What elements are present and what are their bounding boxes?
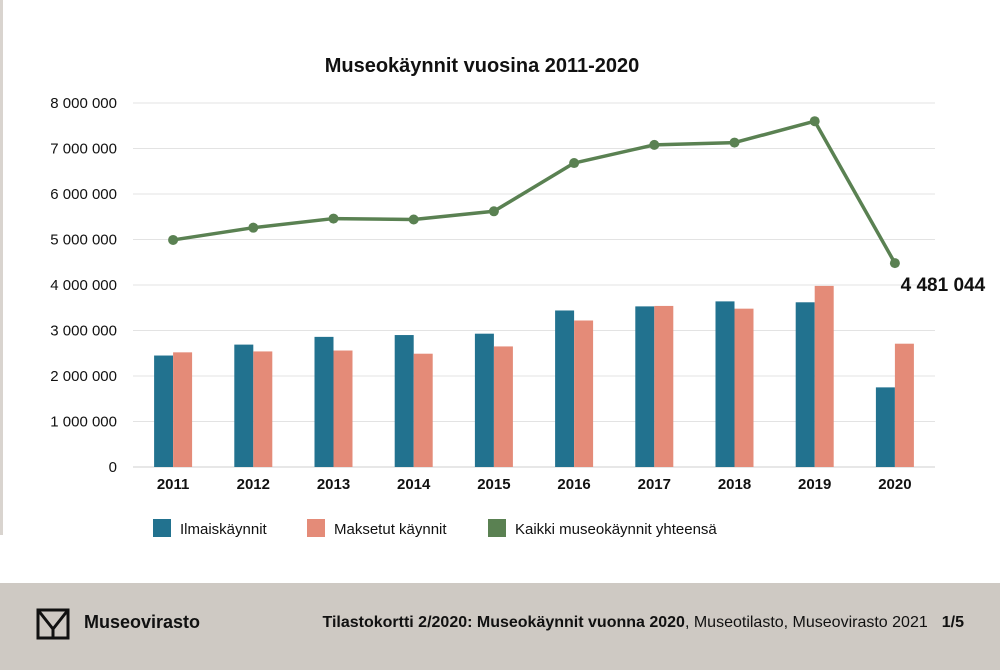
bar — [875, 387, 895, 467]
annotations: 4 481 044 — [901, 275, 986, 296]
bar — [493, 346, 513, 467]
total-line-series — [168, 116, 900, 269]
bar — [715, 301, 735, 467]
x-tick-label: 2011 — [157, 476, 190, 493]
line-point — [408, 214, 419, 225]
y-tick-label: 8 000 000 — [50, 95, 117, 112]
total-line — [172, 119, 897, 264]
y-tick-label: 3 000 000 — [50, 323, 117, 340]
source-citation: Tilastokortti 2/2020: Museokäynnit vuonn… — [322, 614, 964, 632]
x-tick-label: 2015 — [477, 476, 510, 493]
x-tick-label: 2013 — [317, 476, 350, 493]
bar — [814, 285, 834, 467]
y-tick-label: 0 — [109, 459, 117, 476]
footer: Museovirasto Tilastokortti 2/2020: Museo… — [0, 583, 1000, 670]
legend-label: Kaikki museokäynnit yhteensä — [515, 521, 717, 538]
bar — [314, 336, 334, 467]
x-axis-ticks: 2011 2012 2013 2014 2015 2016 2017 2018 2019 2020 — [157, 476, 912, 493]
museovirasto-logo-icon — [36, 608, 70, 640]
x-tick-label: 2012 — [237, 476, 270, 493]
x-tick-label: 2019 — [798, 476, 831, 493]
y-axis-ticks: 0 1 000 000 2 000 000 3 000 000 4 000 000 5 0… — [50, 95, 117, 476]
x-tick-label: 2020 — [878, 476, 911, 493]
bar — [734, 308, 754, 467]
x-tick-label: 2018 — [718, 476, 751, 493]
line-point — [649, 139, 660, 150]
x-tick-label: 2016 — [557, 476, 590, 493]
legend-swatch — [153, 519, 171, 537]
bar — [394, 335, 414, 467]
legend: Ilmaiskäynnit Maksetut käynnit Kaikki muse… — [153, 519, 717, 538]
y-tick-label: 6 000 000 — [50, 186, 117, 203]
y-tick-label: 7 000 000 — [50, 141, 117, 158]
bar — [635, 306, 655, 467]
legend-label: Maksetut käynnit — [334, 521, 447, 538]
line-point — [569, 158, 580, 169]
line-point — [168, 234, 179, 245]
legend-label: Ilmaiskäynnit — [180, 521, 268, 538]
bar — [574, 320, 594, 467]
legend-swatch — [307, 519, 325, 537]
line-point — [488, 206, 499, 217]
y-tick-label: 2 000 000 — [50, 368, 117, 385]
source-title: Tilastokortti 2/2020: Museokäynnit vuonn… — [322, 614, 685, 631]
legend-swatch — [488, 519, 506, 537]
bar — [333, 350, 353, 467]
source-details: , Museotilasto, Museovirasto 2021 — [684, 614, 928, 631]
bar — [413, 353, 433, 467]
bar — [474, 333, 494, 467]
chart-title: Museokäynnit vuosina 2011-2020 — [325, 55, 640, 77]
line-point — [248, 222, 259, 233]
line-point — [328, 213, 339, 224]
brand-name: Museovirasto — [84, 612, 201, 632]
bar — [154, 355, 174, 467]
page-number: 1/5 — [941, 614, 964, 631]
line-point — [889, 258, 900, 269]
bar — [894, 343, 914, 467]
x-tick-label: 2014 — [397, 476, 431, 493]
bar — [795, 302, 815, 467]
bar — [654, 305, 674, 467]
bar — [555, 310, 575, 467]
bar — [234, 344, 254, 467]
annotation-label: 4 481 044 — [901, 275, 986, 296]
bar — [253, 351, 273, 467]
y-tick-label: 5 000 000 — [50, 232, 117, 249]
bars — [154, 285, 914, 467]
bar — [173, 352, 193, 467]
line-point — [729, 137, 740, 148]
line-point — [809, 116, 820, 127]
left-border-rule — [0, 0, 3, 535]
x-tick-label: 2017 — [638, 476, 671, 493]
y-tick-label: 1 000 000 — [50, 414, 117, 431]
chart: Museokäynnit vuosina 2011-2020 0 1 000 00… — [50, 55, 986, 538]
y-tick-label: 4 000 000 — [50, 277, 117, 294]
